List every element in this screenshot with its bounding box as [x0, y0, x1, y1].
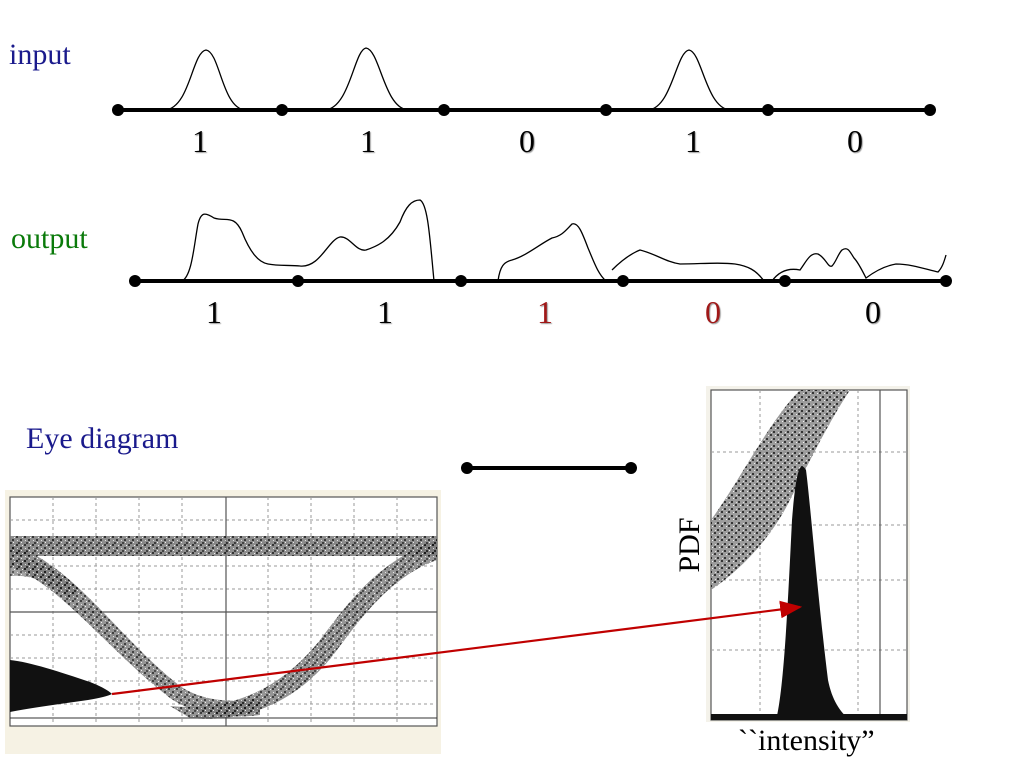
output-pulse-3: [497, 223, 607, 282]
eye-crossing-trace: [10, 559, 80, 600]
output-tick: [779, 275, 791, 287]
input-tick: [112, 104, 124, 116]
output-bit-1: 1: [206, 294, 222, 330]
bit-period-marker-end: [625, 462, 637, 474]
output-tick: [129, 275, 141, 287]
intensity-axis-label: ``intensity”: [738, 724, 875, 757]
input-pulse-3: [647, 49, 731, 111]
eye-histogram: [10, 660, 112, 712]
input-bit-5: 0: [847, 123, 863, 159]
output-bit-5: 0: [865, 294, 881, 330]
output-label: output: [11, 222, 88, 255]
output-bit-3: 1: [537, 294, 553, 330]
input-tick: [762, 104, 774, 116]
input-pulse-2: [324, 47, 409, 111]
output-bit-2: 1: [377, 294, 393, 330]
input-bit-2: 1: [360, 123, 376, 159]
mapping-arrow-line: [111, 600, 803, 696]
input-bit-1: 1: [192, 123, 208, 159]
input-tick: [438, 104, 450, 116]
bit-period-marker-start: [461, 462, 473, 474]
input-label: input: [9, 38, 71, 71]
input-bit-3: 0: [519, 123, 535, 159]
output-tick: [455, 275, 467, 287]
input-pulse-1: [164, 49, 246, 111]
input-tick: [276, 104, 288, 116]
output-pulse-5: [771, 248, 947, 282]
eye-diagram-label: Eye diagram: [26, 422, 179, 455]
eye-rising-trace: [170, 540, 437, 719]
output-tick: [617, 275, 629, 287]
output-bit-4: 0: [705, 294, 721, 330]
input-tick: [600, 104, 612, 116]
input-tick: [924, 104, 936, 116]
output-pulse-4: [611, 249, 765, 282]
pdf-noise-scatter: [711, 390, 850, 590]
input-bit-4: 1: [685, 123, 701, 159]
eye-upper-band: [10, 536, 437, 556]
output-pulse-1: [181, 213, 301, 282]
output-pulse-2: [299, 199, 435, 282]
pdf-histogram-peak: [776, 466, 850, 720]
output-tick: [940, 275, 952, 287]
output-tick: [292, 275, 304, 287]
